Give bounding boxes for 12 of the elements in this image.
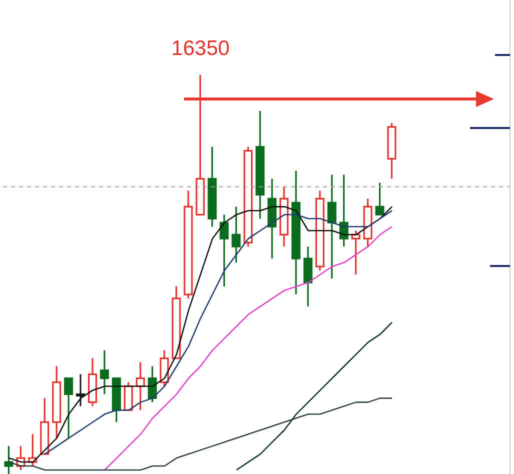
candlestick xyxy=(327,174,336,280)
candlestick xyxy=(280,186,289,248)
candlestick xyxy=(88,357,98,407)
candlestick xyxy=(52,365,62,439)
candlestick xyxy=(232,206,241,264)
candlestick xyxy=(76,373,86,407)
candlestick xyxy=(100,350,109,395)
annotation: 16350 xyxy=(170,37,231,61)
candlestick xyxy=(256,110,265,220)
candlestick xyxy=(291,170,300,296)
candlestick xyxy=(268,178,277,260)
candlestick xyxy=(303,246,312,308)
